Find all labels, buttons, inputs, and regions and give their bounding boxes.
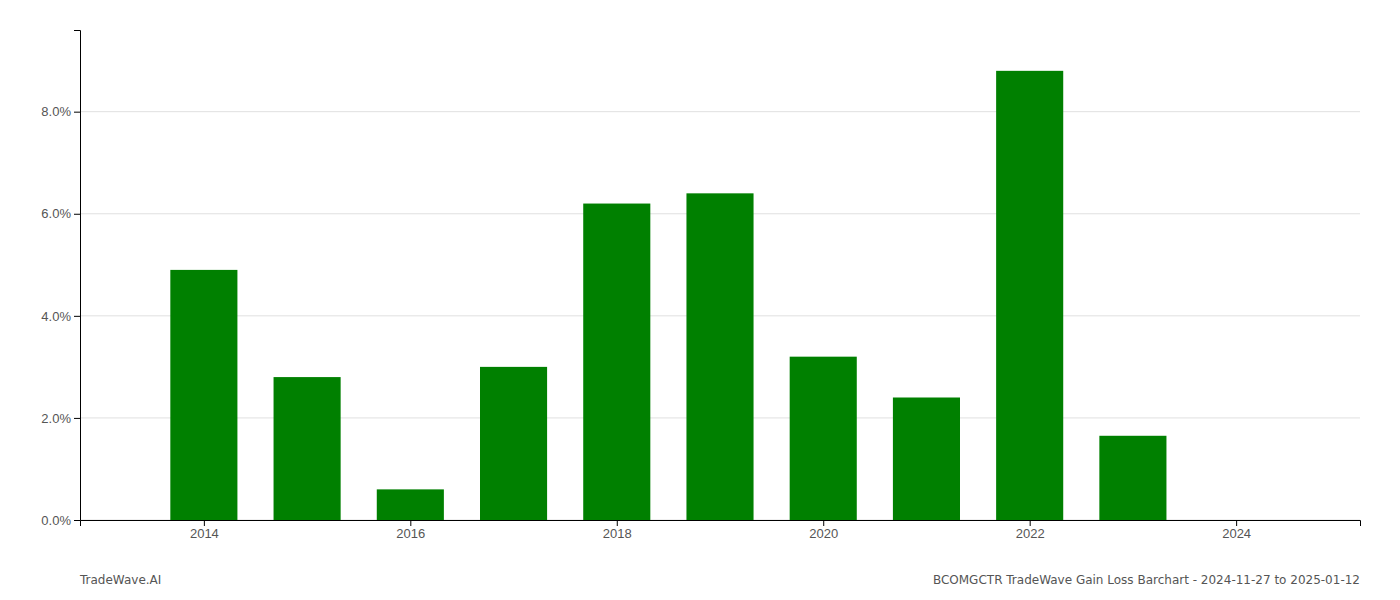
bar — [686, 193, 753, 520]
x-tick-mark — [204, 520, 205, 526]
y-tick: 0.0% — [41, 513, 80, 528]
y-axis: 0.0% 2.0% 4.0% 6.0% 8.0% — [41, 31, 80, 528]
bar — [274, 377, 341, 520]
bar — [480, 367, 547, 520]
bar — [893, 398, 960, 521]
y-tick-label: 6.0% — [41, 206, 71, 221]
annotation: BCOMGCTR TradeWave Gain Loss Barchart - … — [933, 573, 1360, 587]
x-axis-line — [81, 521, 1361, 527]
y-tick-label: 4.0% — [41, 308, 71, 323]
x-tick-mark — [823, 520, 824, 526]
bars — [170, 71, 1166, 520]
y-tick-mark — [74, 418, 80, 419]
grid-line — [80, 111, 1360, 112]
y-tick-mark — [74, 112, 80, 113]
x-tick: 2024 — [1222, 520, 1251, 541]
bar — [996, 71, 1063, 520]
x-tick-label: 2016 — [396, 526, 425, 541]
y-tick-label: 0.0% — [41, 513, 71, 528]
plot: 2014 2016 2018 2020 2022 2024 0.0% 2.0% 4.0% 6.0%… — [41, 31, 1360, 542]
chart: 2014 2016 2018 2020 2022 2024 0.0% 2.0% 4.0% 6.0%… — [0, 0, 1400, 600]
x-tick-label: 2018 — [603, 526, 632, 541]
y-tick: 4.0% — [41, 308, 80, 323]
bar — [170, 270, 237, 520]
bar — [1099, 436, 1166, 520]
y-tick: 6.0% — [41, 206, 80, 221]
footer: TradeWave.AI BCOMGCTR TradeWave Gain Loss… — [79, 573, 1360, 587]
x-tick: 2016 — [396, 520, 425, 541]
bar — [377, 489, 444, 520]
y-tick-mark — [74, 214, 80, 215]
grid — [80, 112, 1360, 520]
x-tick-label: 2020 — [809, 526, 838, 541]
x-tick-label: 2014 — [190, 526, 219, 541]
y-tick-label: 2.0% — [41, 411, 71, 426]
bar — [790, 357, 857, 520]
x-tick: 2014 — [190, 520, 219, 541]
x-tick-label: 2024 — [1222, 526, 1251, 541]
x-tick-label: 2022 — [1016, 526, 1045, 541]
x-tick-mark — [617, 520, 618, 526]
annotation: TradeWave.AI — [79, 573, 161, 587]
x-tick-mark — [1030, 520, 1031, 526]
y-tick: 8.0% — [41, 104, 80, 119]
x-tick-mark — [410, 520, 411, 526]
x-tick: 2022 — [1016, 520, 1045, 541]
x-tick: 2018 — [603, 520, 632, 541]
x-axis: 2014 2016 2018 2020 2022 2024 — [81, 520, 1361, 541]
x-tick-mark — [1236, 520, 1237, 526]
y-axis-line — [74, 31, 81, 521]
y-tick-label: 8.0% — [41, 104, 71, 119]
x-tick: 2020 — [809, 520, 838, 541]
bar — [1203, 520, 1270, 521]
y-tick-mark — [74, 520, 80, 521]
y-tick: 2.0% — [41, 411, 80, 426]
bar — [583, 204, 650, 520]
y-tick-mark — [74, 316, 80, 317]
